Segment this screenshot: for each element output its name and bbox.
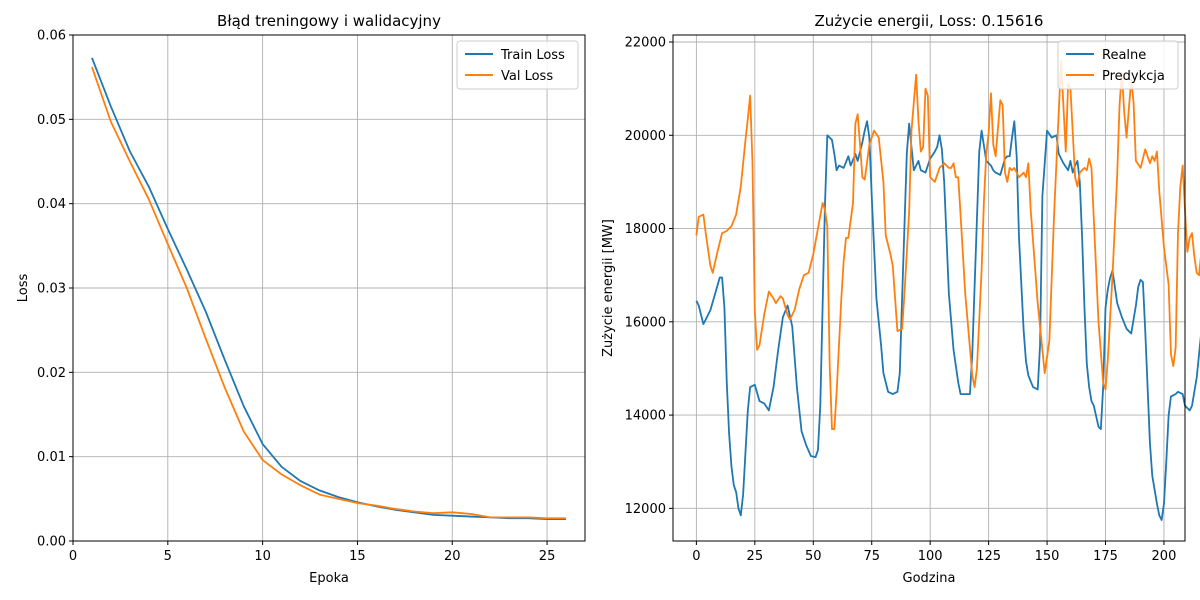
energy-chart-series [695, 59, 1200, 521]
energy-chart-x-axis-label: Godzina [903, 571, 956, 586]
energy-x-tick-label: 75 [863, 549, 880, 564]
energy-y-tick-label: 20000 [625, 129, 666, 144]
loss-chart-gridlines [72, 34, 585, 542]
loss-chart-legend: Train Loss Val Loss [456, 40, 579, 90]
legend-label-predykcja: Predykcja [1102, 69, 1165, 84]
energy-x-tick-label: 125 [976, 549, 1001, 564]
loss-y-tick-label: 0.02 [37, 366, 66, 381]
series-line-val-loss [91, 66, 567, 520]
loss-y-tick-label: 0.05 [37, 113, 66, 128]
energy-y-tick-label: 12000 [625, 502, 666, 517]
legend-label-train-loss: Train Loss [500, 48, 565, 63]
loss-chart-series [91, 57, 567, 520]
energy-y-tick-label: 14000 [625, 409, 666, 424]
energy-chart-title: Zużycie energii, Loss: 0.15616 [815, 12, 1044, 30]
energy-x-tick-label: 100 [918, 549, 943, 564]
loss-chart-ticks: 0 5 10 15 20 25 0.00 0.01 0.02 0.03 0.04 0.05 0.06 [37, 29, 555, 565]
loss-y-tick-label: 0.06 [37, 29, 66, 44]
energy-y-tick-label: 22000 [625, 35, 666, 50]
loss-x-tick-label: 10 [254, 549, 271, 564]
loss-chart-y-axis-label: Loss [16, 274, 31, 303]
loss-x-tick-label: 25 [539, 549, 556, 564]
energy-x-tick-label: 200 [1152, 549, 1177, 564]
energy-plot-frame [672, 34, 1186, 542]
energy-x-tick-label: 50 [805, 549, 822, 564]
energy-chart-legend: Realne Predykcja [1057, 40, 1179, 90]
energy-x-tick-label: 0 [692, 549, 700, 564]
loss-x-tick-label: 0 [69, 549, 77, 564]
energy-x-tick-label: 25 [747, 549, 764, 564]
energy-chart-panel: Zużycie energii, Loss: 0.15616 0 25 50 75 10… [601, 12, 1200, 586]
energy-chart-axes [672, 34, 1186, 542]
loss-y-tick-label: 0.04 [37, 197, 66, 212]
loss-x-tick-label: 15 [349, 549, 366, 564]
loss-y-tick-label: 0.03 [37, 282, 66, 297]
series-line-realne [695, 120, 1200, 521]
legend-label-realne: Realne [1102, 48, 1146, 63]
energy-x-tick-label: 175 [1093, 549, 1118, 564]
energy-x-tick-label: 150 [1035, 549, 1060, 564]
loss-chart-panel: Błąd treningowy i walidacyjny 0 5 10 15 20 25… [16, 12, 586, 586]
loss-x-tick-label: 5 [164, 549, 172, 564]
loss-chart-x-axis-label: Epoka [309, 571, 349, 586]
legend-label-val-loss: Val Loss [501, 69, 553, 84]
energy-chart-y-axis-label: Zużycie energii [MW] [601, 219, 616, 357]
loss-chart-title: Błąd treningowy i walidacyjny [217, 12, 441, 30]
energy-y-tick-label: 18000 [625, 222, 666, 237]
energy-y-tick-label: 16000 [625, 315, 666, 330]
energy-chart-ticks: 0 25 50 75 100 125 150 175 200 12000 14000 16000 180… [625, 35, 1177, 564]
loss-x-tick-label: 20 [444, 549, 461, 564]
series-line-predykcja [695, 59, 1200, 430]
loss-y-tick-label: 0.01 [37, 450, 66, 465]
loss-y-tick-label: 0.00 [37, 535, 66, 550]
